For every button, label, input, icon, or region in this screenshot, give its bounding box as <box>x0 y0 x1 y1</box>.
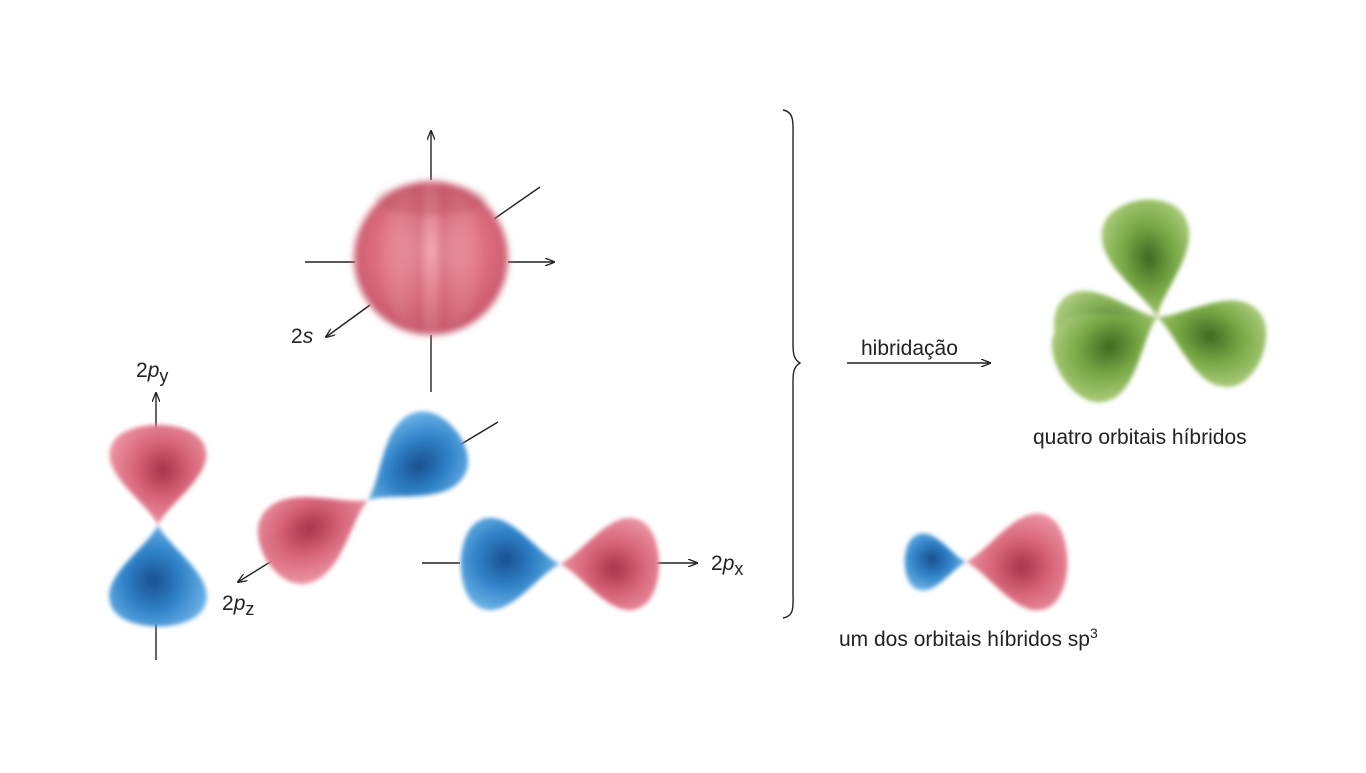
label-2px-sub: x <box>734 559 744 579</box>
pz-orbital-group <box>238 397 499 597</box>
pz-axis-back <box>457 421 499 447</box>
py-lobe-top <box>109 424 207 525</box>
label-2pz-sub: z <box>245 599 255 619</box>
s-axis-back <box>493 186 541 220</box>
s-orbital-group <box>305 131 554 392</box>
one-hybrid-caption-text: um dos orbitais híbridos sp <box>839 628 1090 651</box>
hybridization-label: hibridação <box>861 337 958 360</box>
label-2s: 2s <box>291 325 313 349</box>
s-orbital-sphere <box>354 181 508 335</box>
label-2py-sub: y <box>159 366 169 386</box>
pz-lobe-front <box>243 462 390 597</box>
label-2px-prefix: 2 <box>711 552 723 575</box>
py-lobe-bottom <box>109 525 207 627</box>
label-2pz: 2pz <box>222 592 254 620</box>
py-orbital-group <box>109 393 207 660</box>
grouping-brace <box>782 109 802 619</box>
single-hybrid-orbital <box>904 513 1068 611</box>
label-2py-prefix: 2 <box>136 359 148 382</box>
one-hybrid-caption: um dos orbitais híbridos sp3 <box>839 625 1098 652</box>
px-lobe-right <box>560 517 660 611</box>
pz-lobe-back <box>341 397 483 534</box>
one-hybrid-caption-sup: 3 <box>1089 625 1098 641</box>
px-orbital-group <box>422 517 697 611</box>
label-2px: 2px <box>711 552 743 580</box>
sp3-large-lobe <box>966 513 1068 611</box>
label-2pz-prefix: 2 <box>222 592 234 615</box>
label-2pz-letter: p <box>233 592 246 615</box>
four-hybrids-caption: quatro orbitais híbridos <box>1033 426 1247 449</box>
px-lobe-left <box>460 517 560 611</box>
label-2s-letter: s <box>302 325 314 348</box>
sp3-small-lobe <box>904 533 966 591</box>
label-2py: 2py <box>136 359 168 387</box>
four-hybrid-orbitals <box>1037 194 1278 416</box>
label-2s-prefix: 2 <box>291 325 303 348</box>
s-axis-front <box>326 304 371 337</box>
label-2py-letter: p <box>147 359 160 382</box>
label-2px-letter: p <box>722 552 735 575</box>
